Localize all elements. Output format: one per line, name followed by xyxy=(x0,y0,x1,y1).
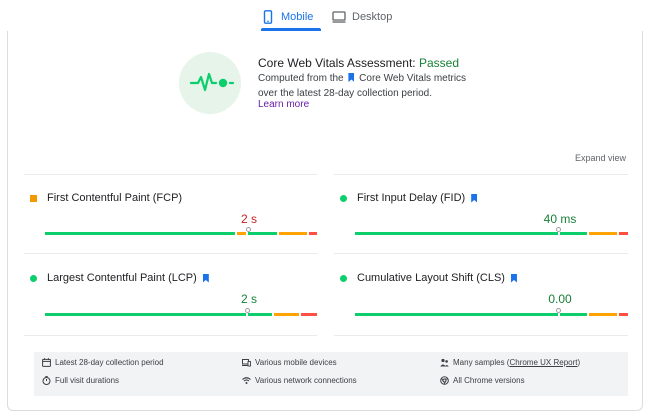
expand-view-link[interactable]: Expand view xyxy=(575,153,627,163)
metric-fid-label: First Input Delay (FID) xyxy=(340,192,478,204)
metric-fid-marker xyxy=(556,227,561,232)
metric-fcp-label: First Contentful Paint (FCP) xyxy=(30,192,182,204)
footer-period-text: Latest 28-day collection period xyxy=(55,358,164,367)
footer-network: Various network connections xyxy=(242,376,357,385)
assessment-desc-after: Core Web Vitals metrics over the latest … xyxy=(258,73,467,99)
footer-versions: All Chrome versions xyxy=(440,376,525,385)
divider xyxy=(24,174,317,175)
metric-fid-distribution-bar xyxy=(355,232,628,235)
good-segment xyxy=(355,232,558,235)
needs-improvement-segment xyxy=(236,232,246,235)
metric-fcp-distribution-bar xyxy=(45,232,318,235)
learn-more-link[interactable]: Learn more xyxy=(258,99,310,110)
divider xyxy=(334,335,628,336)
poor-segment xyxy=(619,313,628,316)
needs-improvement-segment xyxy=(279,232,308,235)
footer-durations: Full visit durations xyxy=(42,376,119,385)
good-status-icon xyxy=(340,274,347,282)
smartphone-icon xyxy=(261,10,275,24)
metric-fid-label-text: First Input Delay (FID) xyxy=(357,192,466,204)
metric-lcp-marker xyxy=(245,308,250,313)
needs-improvement-segment xyxy=(589,232,617,235)
metric-lcp-distribution-bar xyxy=(45,313,317,316)
tab-mobile[interactable]: Mobile xyxy=(261,6,313,28)
footer-period: Latest 28-day collection period xyxy=(42,358,164,367)
bookmark-icon xyxy=(510,273,517,283)
metric-cls-label: Cumulative Layout Shift (CLS) xyxy=(340,272,517,284)
tab-desktop-label: Desktop xyxy=(352,11,393,23)
calendar-icon xyxy=(42,358,51,367)
data-source-footer xyxy=(34,352,628,396)
divider xyxy=(334,174,628,175)
poor-segment xyxy=(301,313,317,316)
timer-icon xyxy=(42,376,51,385)
metric-cls-distribution-bar xyxy=(355,313,628,316)
good-segment xyxy=(560,313,587,316)
assessment-status: Passed xyxy=(418,56,459,70)
divider xyxy=(24,253,317,254)
footer-samples-text: Many samples ( xyxy=(453,358,510,367)
needs-improvement-segment xyxy=(274,313,299,316)
good-segment xyxy=(45,313,246,316)
needs-improvement-segment xyxy=(589,313,617,316)
footer-devices: Various mobile devices xyxy=(242,358,337,367)
good-segment xyxy=(560,232,587,235)
tab-mobile-label: Mobile xyxy=(281,11,314,23)
footer-network-text: Various network connections xyxy=(255,376,357,385)
footer-durations-text: Full visit durations xyxy=(55,376,120,385)
divider xyxy=(334,253,628,254)
assessment-title-text: Core Web Vitals Assessment: xyxy=(258,56,416,70)
metric-lcp-label-text: Largest Contentful Paint (LCP) xyxy=(47,272,197,284)
good-segment xyxy=(45,232,235,235)
metric-fcp-label-text: First Contentful Paint (FCP) xyxy=(47,192,183,204)
divider xyxy=(24,335,317,336)
wifi-icon xyxy=(242,376,251,385)
core-web-vitals-card xyxy=(7,31,643,411)
bookmark-icon xyxy=(348,73,355,82)
needs-improvement-icon xyxy=(30,194,37,202)
chrome-ux-report-link[interactable]: Chrome UX Report xyxy=(509,358,578,367)
metric-fid-value: 40 ms xyxy=(543,212,577,226)
footer-devices-text: Various mobile devices xyxy=(255,358,337,367)
assessment-desc-before: Computed from the xyxy=(258,73,344,84)
poor-segment xyxy=(619,232,628,235)
good-segment xyxy=(355,313,558,316)
good-segment xyxy=(247,232,278,235)
metric-cls-value: 0.00 xyxy=(548,292,572,306)
chrome-icon xyxy=(440,376,449,385)
metric-fcp-marker xyxy=(246,227,251,232)
footer-samples-suffix: ) xyxy=(577,358,581,367)
metric-fcp-value: 2 s xyxy=(240,212,257,226)
footer-versions-text: All Chrome versions xyxy=(453,376,525,385)
device-tabs: Mobile Desktop xyxy=(0,0,650,31)
assessment-title: Core Web Vitals Assessment: Passed xyxy=(258,56,459,70)
assessment-description: Computed from the Core Web Vitals metric… xyxy=(258,71,478,101)
footer-samples: Many samples (Chrome UX Report) xyxy=(440,358,580,367)
users-icon xyxy=(440,358,449,367)
good-status-icon xyxy=(30,274,37,282)
metric-lcp-label: Largest Contentful Paint (LCP) xyxy=(30,272,209,284)
tab-desktop[interactable]: Desktop xyxy=(332,6,392,28)
heartbeat-icon xyxy=(179,52,241,114)
devices-icon xyxy=(242,358,251,367)
active-tab-indicator xyxy=(261,28,321,31)
metric-lcp-value: 2 s xyxy=(240,292,257,306)
good-status-icon xyxy=(340,194,347,202)
bookmark-icon xyxy=(202,273,209,283)
desktop-icon xyxy=(332,10,346,24)
good-segment xyxy=(248,313,272,316)
bookmark-icon xyxy=(471,193,478,203)
metric-cls-marker xyxy=(556,308,561,313)
poor-segment xyxy=(309,232,318,235)
metric-cls-label-text: Cumulative Layout Shift (CLS) xyxy=(357,272,505,284)
